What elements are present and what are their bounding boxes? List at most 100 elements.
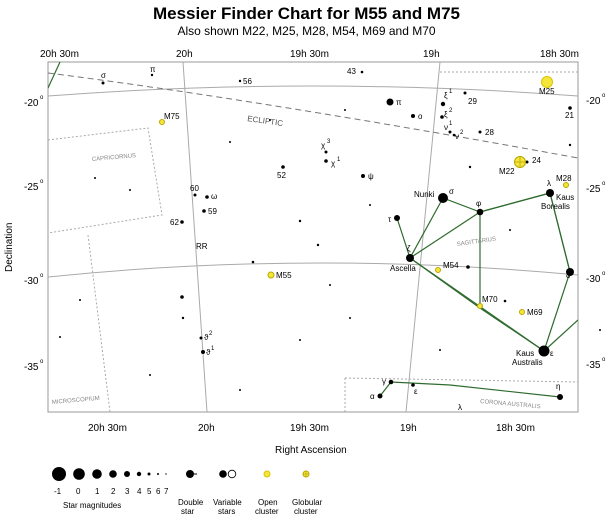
star-misc (509, 229, 511, 231)
mag-dot (109, 470, 117, 478)
label-lambda: λ (547, 179, 551, 188)
label-zeta: ζ (407, 244, 411, 253)
star-29 (463, 91, 467, 95)
open-cluster-symbol (263, 470, 271, 478)
star-o (411, 114, 415, 118)
star-misc (59, 336, 61, 338)
label-tau: τ (388, 215, 392, 224)
deep-sky-objects (159, 76, 569, 315)
mag-label: 7 (164, 487, 169, 496)
star-xi2 (440, 115, 444, 119)
mag-dot (124, 471, 130, 477)
star-gamma-cra (388, 379, 394, 385)
label-m28: M28 (556, 174, 572, 183)
star-24 (525, 160, 529, 164)
x-axis-label: Right Ascension (275, 445, 347, 456)
label-ascella: Ascella (390, 264, 416, 273)
star-chi1 (324, 159, 328, 163)
star-eta-cra (557, 394, 563, 400)
variable-star-filled (219, 470, 227, 478)
label-delta: δ (566, 271, 571, 280)
label-52: 52 (277, 171, 286, 180)
label-theta1: ϑ (206, 348, 211, 357)
label-m55: M55 (276, 271, 292, 280)
label-chi1: χ (331, 159, 336, 168)
label-o: o (418, 112, 423, 121)
star-59 (202, 209, 206, 213)
star-43 (360, 70, 364, 74)
star-21 (568, 106, 572, 110)
mag-dot (52, 467, 66, 481)
label-xi2: ξ (444, 110, 448, 119)
mag-dot (136, 471, 142, 477)
star-misc (239, 389, 241, 391)
star-misc (329, 284, 331, 286)
ra-bottom-2030: 20h 30m (88, 423, 127, 434)
star-misc (298, 219, 302, 223)
star-60 (193, 193, 197, 197)
star-theta1 (201, 350, 205, 354)
label-56: 56 (243, 77, 252, 86)
dec-left-30-deg: o (40, 273, 44, 279)
double-star-label-1: Double (178, 498, 204, 507)
label-nu1: ν (444, 123, 448, 132)
mag-label: 2 (111, 487, 116, 496)
label-epsilon: ε (550, 349, 554, 358)
globular-label-1: Globular (292, 498, 323, 507)
ra-top-1930: 19h 30m (290, 49, 329, 60)
ra-line-20h (182, 62, 208, 412)
m69-globular-cluster (519, 309, 525, 315)
star-nu (448, 130, 452, 134)
dec-right-30-deg: o (602, 271, 606, 277)
dec-right-35-deg: o (602, 357, 606, 363)
label-omega: ω (211, 192, 217, 201)
mag-label: 3 (125, 487, 130, 496)
star-chi3 (324, 150, 328, 154)
label-xi1-sup: 1 (449, 89, 453, 95)
magnitudes-caption: Star magnitudes (63, 501, 121, 510)
label-eta-cra: η (556, 382, 560, 391)
label-m25: M25 (539, 87, 555, 96)
label-alpha-cra: α (370, 392, 375, 401)
star-ascella (406, 254, 414, 262)
star-delta (566, 268, 574, 276)
variable-label-1: Variable (213, 498, 242, 507)
label-m75: M75 (164, 112, 180, 121)
dec-right-30: -30 (586, 274, 601, 285)
star-28 (478, 130, 482, 134)
m28-globular-cluster (563, 182, 569, 188)
star-misc (149, 374, 151, 376)
label-21: 21 (565, 111, 574, 120)
mag-dot (165, 473, 167, 475)
label-sigma-cap: σ (101, 71, 106, 80)
open-cluster-label-2: cluster (255, 507, 279, 516)
m75-globular-cluster (159, 119, 165, 125)
globular-label-2: cluster (294, 507, 318, 516)
m70-globular-cluster (477, 303, 483, 309)
capricornus-label: CAPRICORNUS (92, 153, 137, 163)
label-m69: M69 (527, 308, 543, 317)
mag-dot (92, 469, 102, 479)
label-29: 29 (468, 97, 477, 106)
legend: -1 0 1 2 3 4 5 6 7 Star magnitudes Doubl… (52, 467, 323, 516)
star-misc (94, 177, 96, 179)
m55-globular-cluster (267, 271, 275, 279)
label-m70: M70 (482, 295, 498, 304)
magnitude-scale (52, 467, 167, 481)
label-psi: ψ (368, 172, 374, 181)
label-phi: φ (476, 199, 481, 208)
ra-bottom-1830: 18h 30m (496, 423, 535, 434)
label-sigma: σ (449, 187, 454, 196)
star-misc (344, 109, 346, 111)
variable-star-open (227, 469, 237, 479)
mag-dot (157, 473, 159, 475)
label-chi3: χ (321, 141, 326, 150)
star-misc (316, 243, 320, 247)
dec-right-35: -35 (586, 360, 601, 371)
star-sigma-cap (101, 81, 105, 85)
label-kaus-australis-1: Kaus (516, 349, 534, 358)
star-52 (281, 165, 285, 169)
label-theta2-sup: 2 (209, 331, 213, 337)
map-frame (47, 61, 579, 413)
